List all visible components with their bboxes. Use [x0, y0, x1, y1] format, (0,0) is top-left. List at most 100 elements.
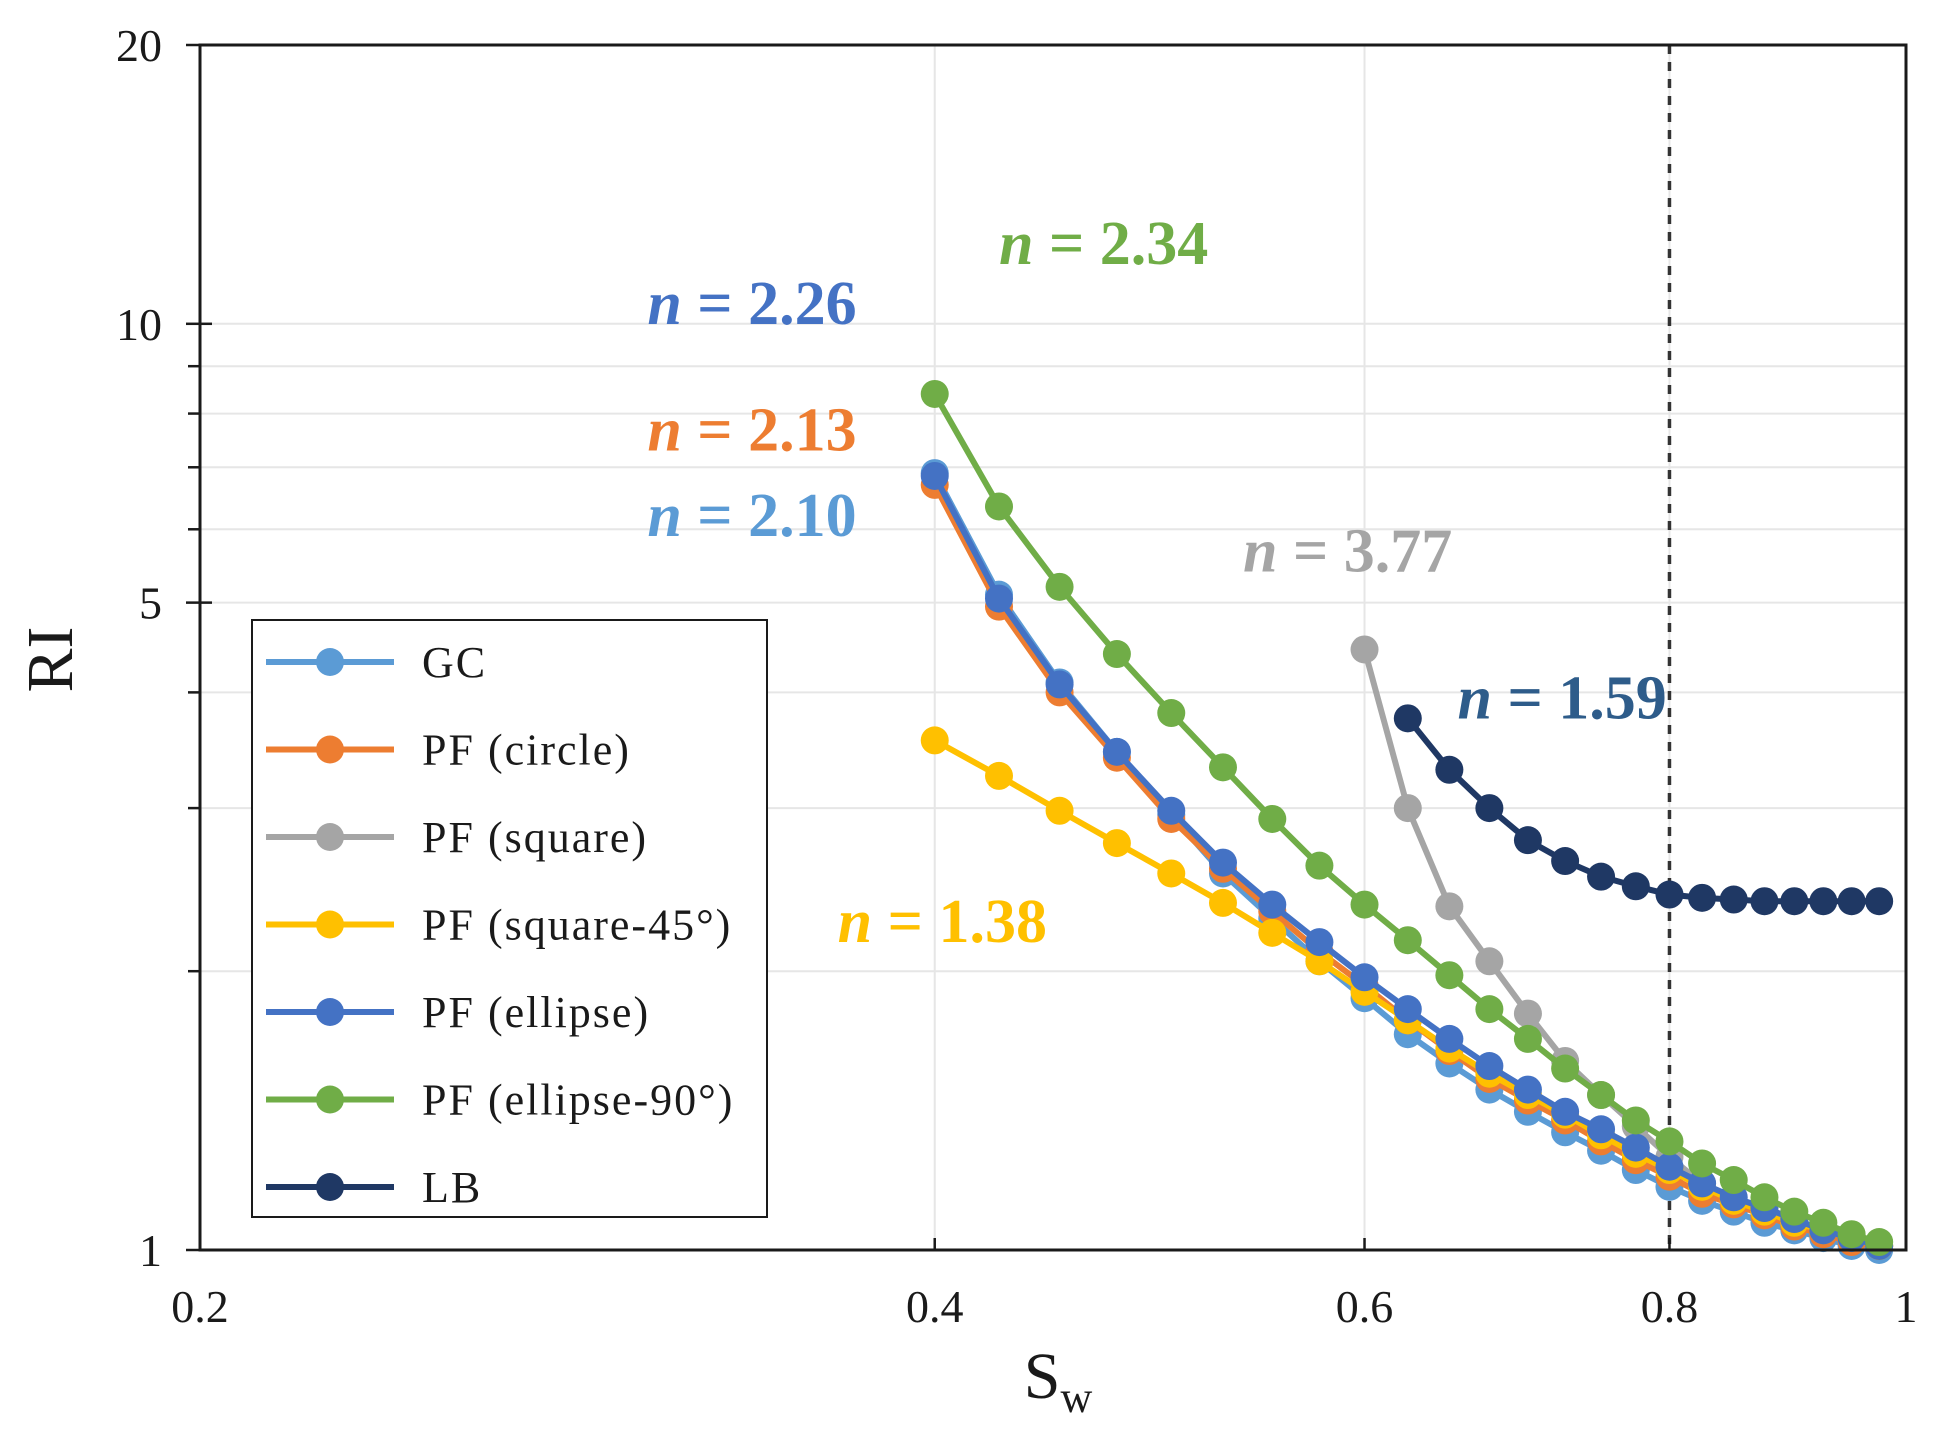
series-pf-ellipse-90 [920, 379, 1894, 1257]
data-point-pf-square [1435, 892, 1464, 921]
data-point-pf-square-45 [1102, 829, 1131, 858]
data-point-lb [1809, 887, 1838, 916]
exponent-annotation: n = 1.59 [1457, 664, 1666, 732]
data-point-pf-ellipse-90 [1435, 961, 1464, 990]
data-point-pf-ellipse [1350, 963, 1379, 992]
data-point-pf-square-45 [1305, 947, 1334, 976]
data-point-pf-ellipse-90 [1157, 699, 1186, 728]
legend-label: LB [422, 1163, 482, 1212]
y-axis-label: RI [14, 627, 87, 693]
data-point-pf-ellipse-90 [1587, 1081, 1616, 1110]
data-point-pf-ellipse-90 [1809, 1208, 1838, 1237]
data-point-pf-square [1513, 999, 1542, 1028]
data-point-pf-ellipse-90 [1513, 1024, 1542, 1053]
data-point-lb [1587, 862, 1616, 891]
legend-marker [316, 735, 344, 764]
data-point-pf-square-45 [1157, 859, 1186, 888]
data-point-pf-ellipse-90 [920, 379, 949, 408]
annotations-group: n = 2.34n = 2.26n = 2.13n = 2.10n = 3.77… [647, 210, 1667, 956]
annotation-symbol: n [647, 396, 681, 464]
annotation-symbol: n [647, 270, 681, 338]
legend-item-pf-square: PF (square) [266, 813, 648, 862]
legend-item-pf-circle: PF (circle) [266, 726, 631, 775]
data-point-pf-ellipse-90 [1837, 1220, 1866, 1249]
data-point-lb [1865, 887, 1894, 916]
data-point-pf-ellipse-90 [1621, 1106, 1650, 1135]
legend-item-pf-square-45: PF (square-45°) [266, 901, 732, 950]
data-point-pf-ellipse [1045, 670, 1074, 699]
legend-item-pf-ellipse-90: PF (ellipse-90°) [266, 1076, 734, 1125]
legend-label: PF (ellipse) [422, 988, 650, 1037]
data-point-pf-square [1350, 635, 1379, 664]
exponent-annotation: n = 2.10 [647, 482, 856, 550]
data-point-pf-ellipse-90 [1350, 890, 1379, 919]
annotation-value: = 3.77 [1277, 518, 1452, 586]
data-point-pf-square-45 [984, 761, 1013, 790]
series-line-pf-square [1361, 648, 1704, 1186]
exponent-annotation: n = 2.34 [999, 210, 1208, 278]
annotation-symbol: n [1457, 664, 1491, 732]
annotation-value: = 2.13 [682, 396, 857, 464]
data-point-pf-ellipse-90 [1393, 926, 1422, 955]
legend-label: PF (circle) [422, 726, 631, 775]
data-point-pf-ellipse [1621, 1133, 1650, 1162]
legend-label: PF (ellipse-90°) [422, 1076, 734, 1125]
exponent-annotation: n = 2.26 [647, 270, 856, 338]
data-point-pf-square [1393, 794, 1422, 823]
series-pf-ellipse [920, 461, 1894, 1260]
data-point-pf-ellipse [1435, 1024, 1464, 1053]
x-axis-label: Sw [1024, 1340, 1093, 1422]
data-point-pf-ellipse-90 [984, 492, 1013, 521]
data-point-pf-ellipse [1208, 848, 1237, 877]
annotation-value: = 2.26 [682, 270, 857, 338]
axis-ticks: 0.2 0.4 0.6 0.8 1 1 5 10 20 [116, 20, 1918, 1332]
legend-label: PF (square) [422, 813, 648, 862]
x-tick-label: 0.4 [906, 1281, 964, 1332]
exponent-annotation: n = 1.38 [838, 888, 1047, 956]
y-tick-label: 20 [116, 20, 162, 71]
data-point-pf-ellipse [1305, 928, 1334, 957]
legend-marker [316, 648, 344, 676]
annotation-symbol: n [1243, 518, 1277, 586]
plot-frame [198, 43, 1908, 1252]
exponent-annotation: n = 2.13 [647, 396, 856, 464]
data-point-pf-square-45 [920, 726, 949, 755]
annotation-value: = 2.10 [682, 482, 857, 550]
legend-marker [316, 910, 344, 939]
data-point-lb [1780, 887, 1809, 916]
data-point-pf-ellipse-90 [1688, 1149, 1717, 1178]
data-point-pf-square-45 [1208, 888, 1237, 917]
data-point-pf-square [1475, 947, 1504, 976]
data-point-pf-square-45 [1045, 796, 1074, 825]
data-point-pf-ellipse-90 [1780, 1197, 1809, 1226]
x-tick-label: 1 [1895, 1281, 1918, 1332]
data-point-pf-ellipse [1513, 1075, 1542, 1104]
data-point-pf-ellipse-90 [1102, 640, 1131, 669]
y-tick-label: 10 [116, 299, 162, 350]
annotation-symbol: n [838, 888, 872, 956]
annotation-value: = 1.59 [1492, 664, 1667, 732]
y-tick-label: 1 [139, 1225, 162, 1276]
data-point-pf-square-45 [1258, 918, 1287, 947]
data-point-lb [1655, 880, 1684, 909]
legend-label: PF (square-45°) [422, 901, 732, 950]
y-tick-label: 5 [139, 578, 162, 629]
data-point-lb [1837, 887, 1866, 916]
data-point-pf-ellipse-90 [1475, 995, 1504, 1024]
legend-marker [316, 1085, 344, 1114]
series-group [920, 379, 1894, 1264]
data-point-pf-ellipse [1551, 1097, 1580, 1126]
annotation-symbol: n [647, 482, 681, 550]
data-point-pf-ellipse-90 [1551, 1054, 1580, 1083]
legend: GC PF (circle) PF (square) PF (square-45°) P… [251, 619, 768, 1218]
data-point-lb [1621, 872, 1650, 901]
data-point-lb [1551, 847, 1580, 876]
x-axis-label-main: S [1024, 1340, 1061, 1413]
data-point-pf-ellipse-90 [1258, 804, 1287, 833]
data-point-pf-ellipse-90 [1045, 572, 1074, 601]
data-point-lb [1435, 755, 1464, 784]
data-point-pf-ellipse-90 [1655, 1127, 1684, 1156]
legend-marker [316, 998, 344, 1026]
x-tick-label: 0.8 [1641, 1281, 1699, 1332]
